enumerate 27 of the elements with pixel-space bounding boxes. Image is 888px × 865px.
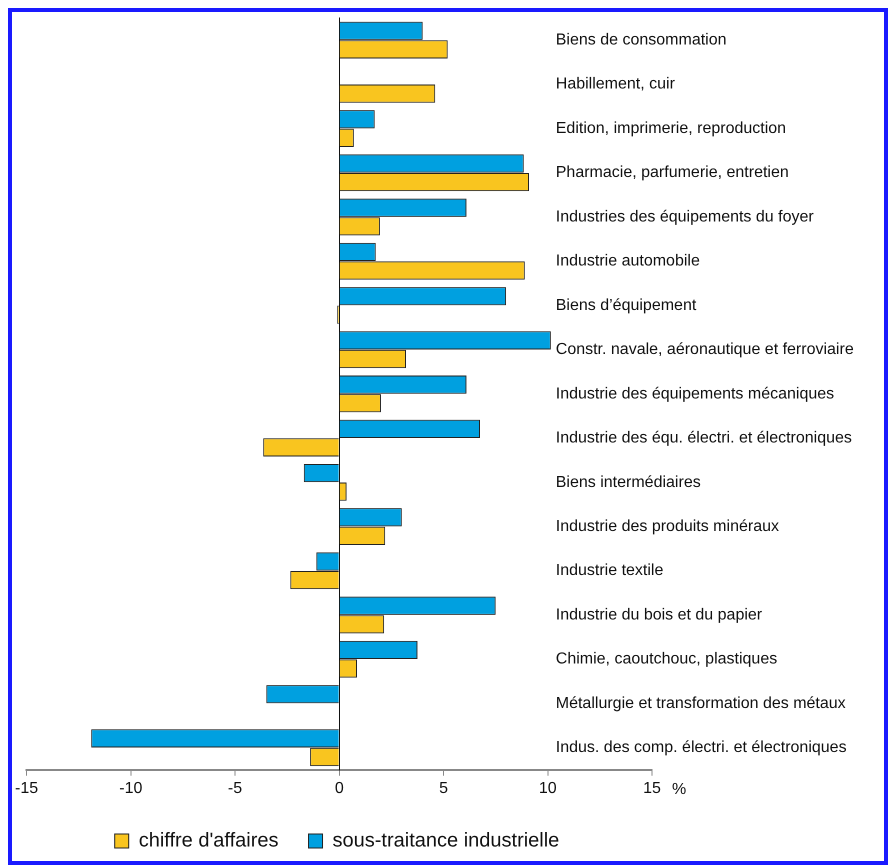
x-tick-label: -5 [228, 780, 242, 797]
x-tick-label: -15 [15, 780, 38, 797]
y-tick-label: Biens de consommation [556, 32, 727, 49]
x-tick-label: 5 [439, 780, 448, 797]
legend-label: chiffre d'affaires [138, 830, 279, 852]
y-tick-label: Habillement, cuir [556, 76, 676, 93]
x-tick-label: 15 [643, 780, 661, 797]
y-tick-label: Industrie textile [556, 562, 664, 580]
y-tick-label: Industrie des produits minéraux [556, 518, 779, 535]
y-tick-label: Chimie, caoutchouc, plastiques [556, 650, 778, 668]
y-tick-label: Métallurgie et transformation des métaux [556, 694, 846, 712]
x-axis-title: % [672, 781, 686, 798]
y-tick-label: Biens intermédiaires [556, 474, 701, 491]
y-tick-label: Biens d’équipement [556, 296, 697, 314]
y-tick-label: Edition, imprimerie, reproduction [556, 120, 786, 137]
y-tick-label: Pharmacie, parfumerie, entretien [556, 164, 789, 182]
y-tick-label: Industrie automobile [556, 252, 700, 270]
x-tick-label: 10 [538, 780, 557, 797]
y-tick-label: Industrie du bois et du papier [556, 606, 763, 624]
y-tick-label: Industrie des équ. électri. et électroniques [556, 430, 852, 447]
y-tick-label: Industries des équipements du foyer [556, 208, 814, 226]
y-tick-label: Constr. navale, aéronautique et ferroviaire [556, 341, 854, 358]
y-tick-label: Industrie des équipements mécaniques [556, 385, 834, 402]
legend-label: sous-traitance industrielle [332, 830, 560, 852]
x-tick-label: -10 [119, 780, 142, 797]
x-tick-label: 0 [334, 780, 344, 797]
y-tick-label: Indus. des comp. électri. et électroniques [556, 739, 847, 756]
